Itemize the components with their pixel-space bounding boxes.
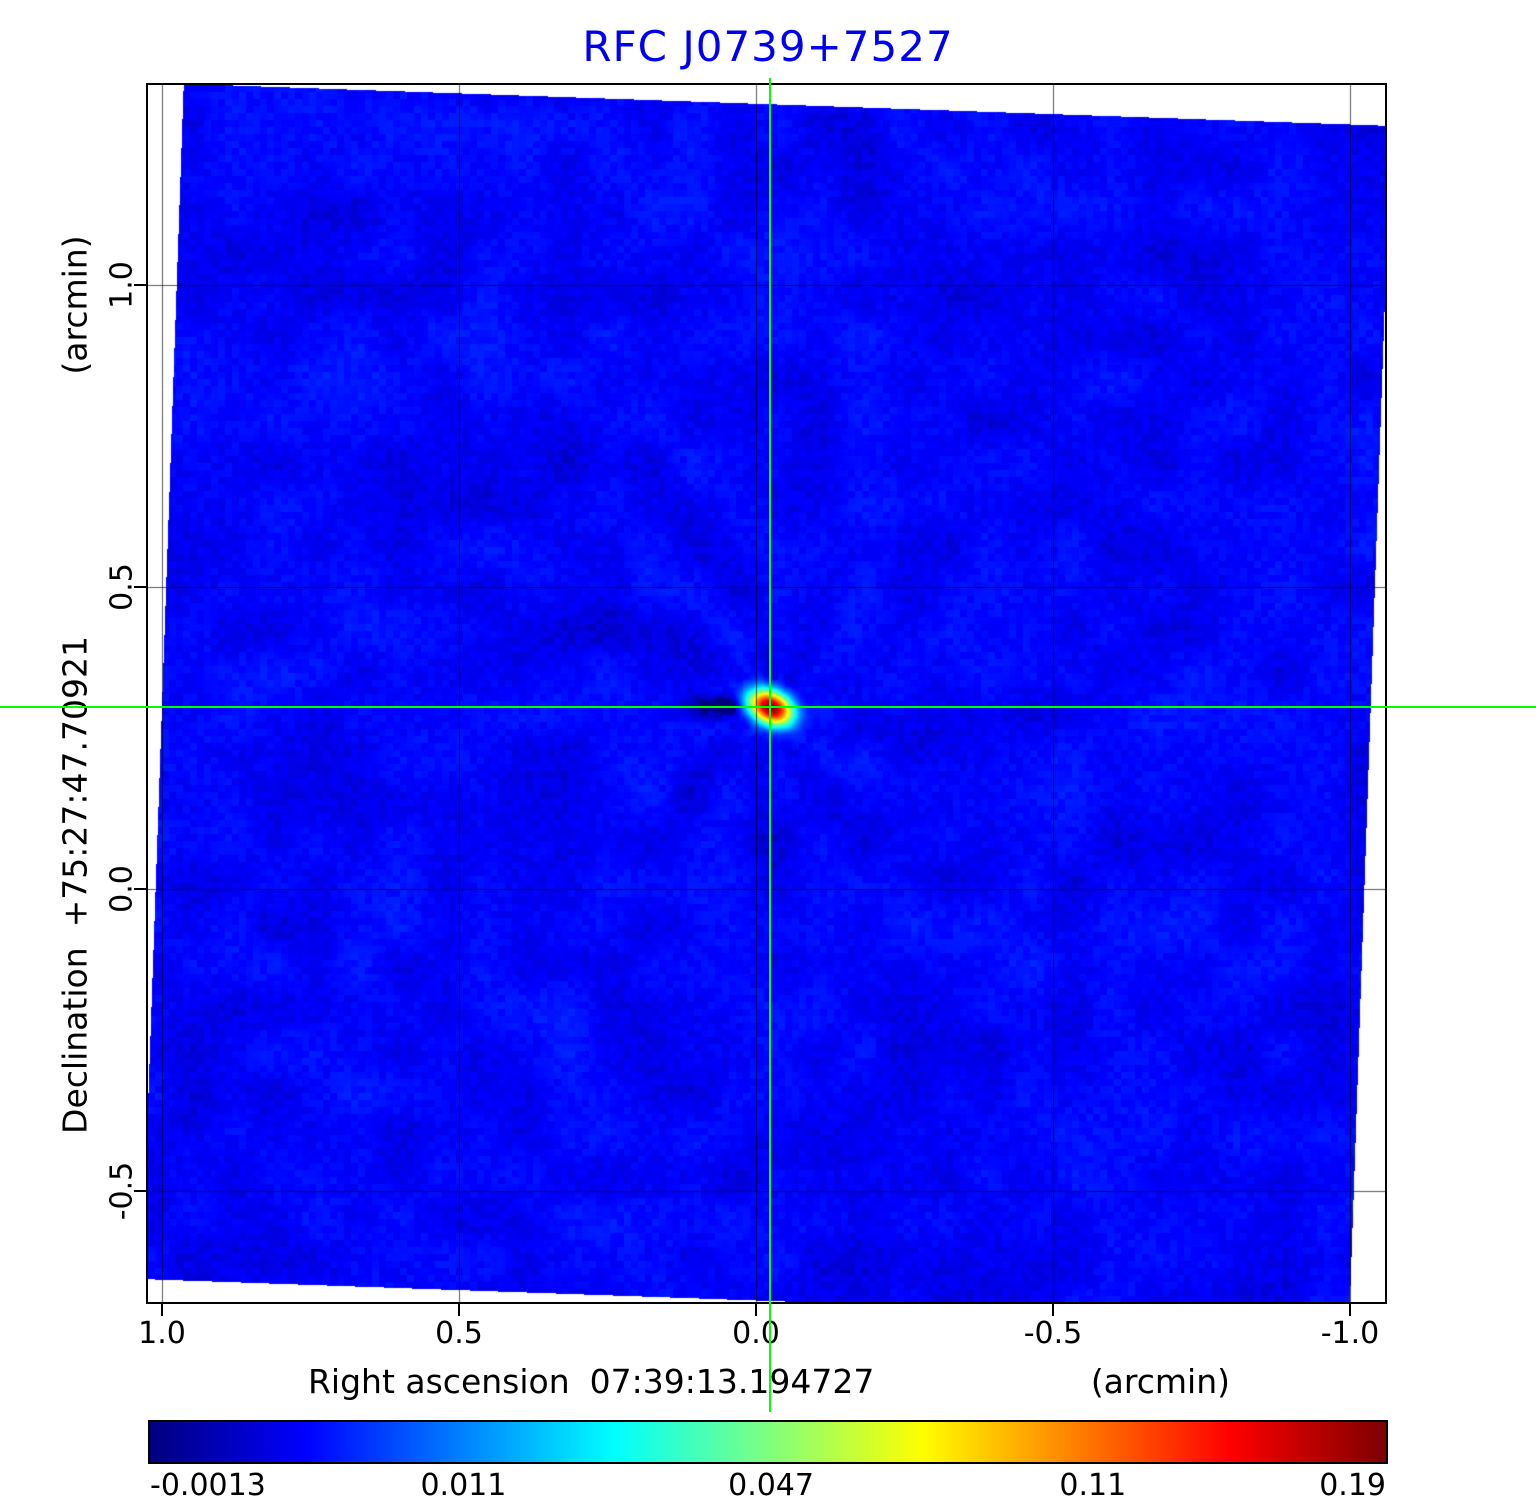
- x-tick-label: 0.5: [435, 1316, 483, 1351]
- crosshair-horizontal-line: [0, 706, 1536, 709]
- y-axis-unit: (arcmin): [55, 235, 95, 375]
- y-tick-mark: [134, 586, 146, 588]
- colorbar-tick-label: 0.011: [420, 1468, 507, 1503]
- x-axis-name: Right ascension: [308, 1362, 570, 1401]
- colorbar-frame: [148, 1420, 1388, 1464]
- x-axis-label-row: Right ascension 07:39:13.194727 (arcmin): [148, 1362, 1385, 1401]
- x-tick-mark: [161, 1304, 163, 1316]
- x-tick-mark: [1052, 1304, 1054, 1316]
- y-tick-mark: [134, 888, 146, 890]
- y-axis-coordinate: +75:27:47.70921: [55, 636, 95, 928]
- x-axis-coordinate: 07:39:13.194727: [589, 1362, 875, 1401]
- y-tick-mark: [134, 284, 146, 286]
- x-tick-label: 0.0: [732, 1316, 780, 1351]
- y-axis-name: Declination: [55, 947, 95, 1134]
- y-tick-mark: [134, 1190, 146, 1192]
- x-tick-mark: [755, 1304, 757, 1316]
- colorbar-tick-label: 0.11: [1059, 1468, 1127, 1503]
- plot-frame: [146, 83, 1387, 1304]
- x-tick-mark: [458, 1304, 460, 1316]
- x-tick-label: -1.0: [1320, 1316, 1380, 1351]
- crosshair-vertical-line: [769, 78, 772, 1412]
- x-axis-unit: (arcmin): [1090, 1362, 1230, 1401]
- colorbar-tick-label: 0.19: [1319, 1468, 1386, 1503]
- plot-title: RFC J0739+7527: [582, 22, 954, 71]
- sky-map-canvas: [148, 85, 1385, 1302]
- colorbar-tick-label: 0.047: [728, 1468, 814, 1503]
- colorbar-tick-label: -0.0013: [150, 1468, 266, 1503]
- x-tick-label: 1.0: [138, 1316, 186, 1351]
- y-axis-label: Declination +75:27:47.70921: [56, 636, 95, 1134]
- colorbar-canvas: [150, 1422, 1386, 1462]
- x-tick-mark: [1349, 1304, 1351, 1316]
- x-tick-label: -0.5: [1023, 1316, 1083, 1351]
- x-axis-label: Right ascension 07:39:13.194727: [308, 1362, 874, 1401]
